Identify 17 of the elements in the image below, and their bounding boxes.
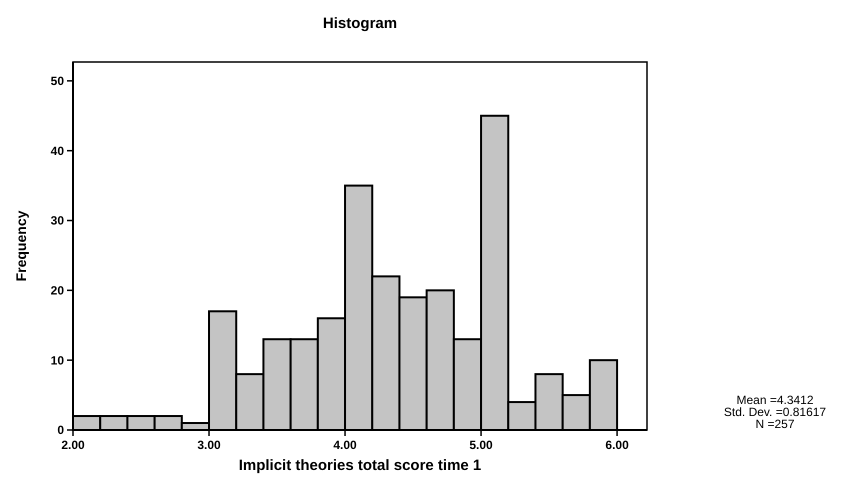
text: N =257 xyxy=(755,417,795,431)
x-tick-label: 4.00 xyxy=(333,438,358,452)
y-tick-label: 20 xyxy=(50,284,64,298)
x-tick-label: 2.00 xyxy=(61,438,85,452)
y-axis-title: Frequency xyxy=(13,210,29,282)
text: Std. Dev. =0.81617 xyxy=(724,405,826,419)
y-tick-label: 40 xyxy=(50,144,64,158)
y-tick-label: 50 xyxy=(50,74,64,88)
y-tick-label: 0 xyxy=(57,423,64,438)
x-tick-label: 3.00 xyxy=(197,438,222,452)
chart-title: Histogram xyxy=(322,15,398,32)
x-axis-title: Implicit theories total score time 1 xyxy=(238,457,482,474)
x-tick-label: 5.00 xyxy=(469,438,494,452)
text: Mean =4.3412 xyxy=(736,393,814,407)
x-tick-label: 6.00 xyxy=(605,438,630,452)
y-tick-label: 10 xyxy=(50,353,64,368)
y-tick-label: 30 xyxy=(50,214,64,228)
